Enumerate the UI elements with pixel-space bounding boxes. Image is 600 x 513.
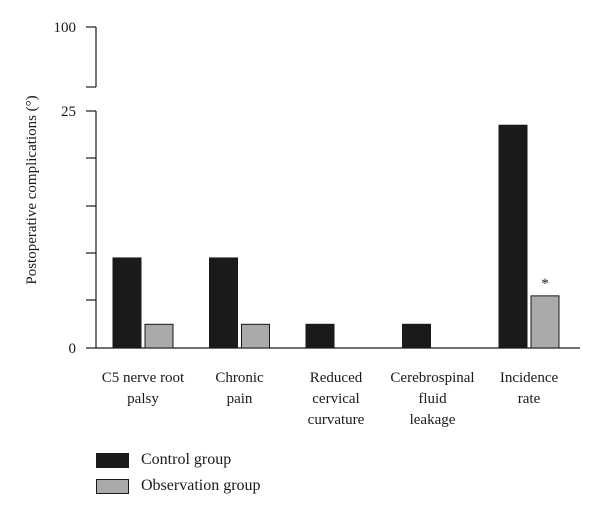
legend-item-observation: Observation group <box>96 473 261 499</box>
legend-label-control: Control group <box>141 451 232 468</box>
x-category-label-1-line-0: Chronic <box>215 370 264 386</box>
y-tick-label-25: 25 <box>61 104 76 120</box>
bar-control-0 <box>112 257 142 349</box>
y-tick-label-100: 100 <box>54 20 77 36</box>
x-category-label-4-line-1: rate <box>518 391 541 407</box>
x-category-label-2-line-2: curvature <box>308 412 365 428</box>
y-axis-title: Postoperative complications (°) <box>24 95 40 284</box>
legend: Control group Observation group <box>96 447 261 499</box>
bar-observation-1 <box>241 323 270 349</box>
legend-item-control: Control group <box>96 447 261 473</box>
bar-control-3 <box>402 323 431 349</box>
legend-swatch-observation <box>96 478 129 494</box>
bar-observation-4 <box>530 295 560 349</box>
x-category-label-0-line-0: C5 nerve root <box>102 370 185 386</box>
x-category-label-3-line-0: Cerebrospinal <box>390 370 474 386</box>
x-category-label-3-line-1: fluid <box>418 391 447 407</box>
x-category-label-4-line-0: Incidence <box>500 370 559 386</box>
x-category-label-1-line-1: pain <box>227 391 253 407</box>
significance-annotation-0: * <box>541 276 549 292</box>
bar-control-1 <box>209 257 238 349</box>
bar-control-2 <box>305 323 335 349</box>
x-category-label-0-line-1: palsy <box>127 391 159 407</box>
legend-swatch-control <box>96 452 129 468</box>
x-category-label-2-line-1: cervical <box>312 391 359 407</box>
bar-observation-0 <box>144 323 174 349</box>
x-category-label-3-line-2: leakage <box>410 412 456 428</box>
x-category-label-2-line-0: Reduced <box>310 370 363 386</box>
legend-label-observation: Observation group <box>141 477 261 494</box>
bar-control-4 <box>498 124 528 349</box>
y-tick-label-0: 0 <box>69 341 77 357</box>
